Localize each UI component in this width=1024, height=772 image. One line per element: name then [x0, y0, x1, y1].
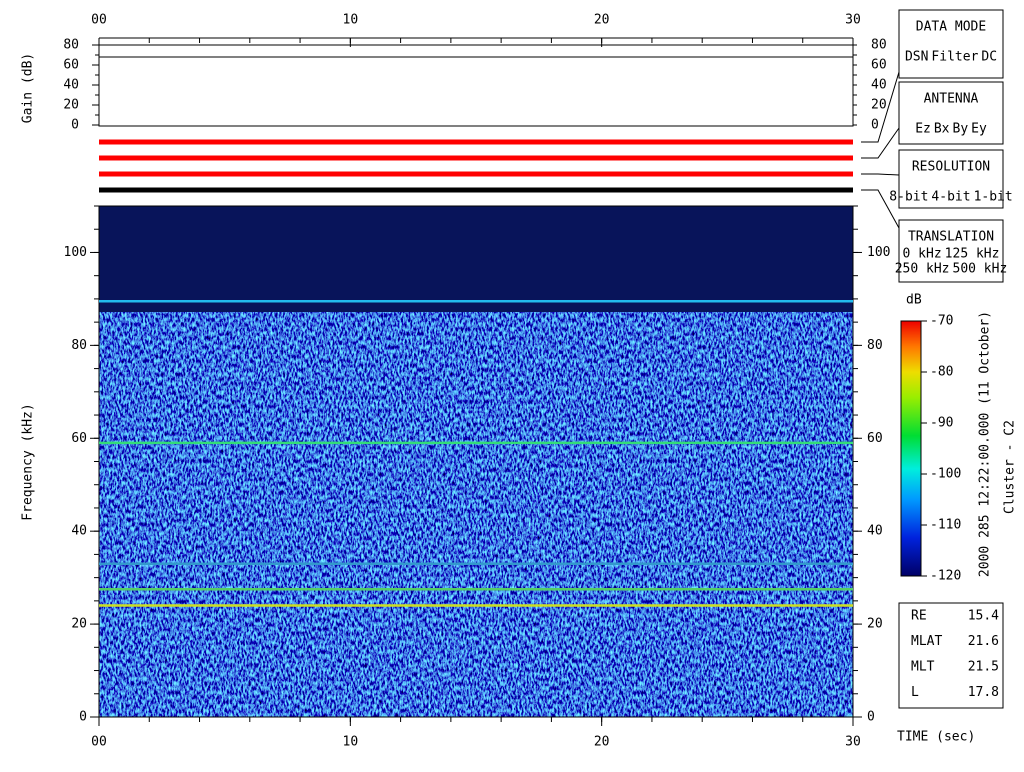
info-value: 21.5: [968, 660, 999, 675]
y-tick-label: 60: [867, 431, 883, 446]
y-tick-label: 20: [71, 617, 87, 632]
y-tick-label: 80: [867, 338, 883, 353]
legend-item: DSN: [905, 50, 928, 65]
legend-box: [898, 219, 1004, 283]
connector: [861, 189, 900, 229]
gain-tick-label: 60: [63, 58, 79, 73]
legend-row: 8-bit 4-bit 1-bit: [889, 190, 1012, 205]
gain-tick-label: 80: [871, 38, 887, 53]
legend-item: By: [953, 122, 969, 137]
legend-title: ANTENNA: [924, 92, 979, 107]
legend-item: 8-bit: [889, 190, 928, 205]
info-value: 21.6: [968, 634, 999, 649]
gain-tick-label: 40: [63, 78, 79, 93]
side-text: Cluster - C2: [1003, 420, 1018, 514]
legend-row: 0 kHz 125 kHz: [903, 247, 1000, 262]
gain-tick-label: 0: [71, 118, 79, 133]
y-tick-label: 0: [79, 710, 87, 725]
legend-item: 250 kHz: [895, 262, 950, 277]
legend-box: [898, 149, 1004, 209]
colorbar-tick-label: -80: [930, 365, 953, 380]
legend-row: Ez Bx By Ey: [915, 122, 987, 137]
legend-box: [898, 9, 1004, 79]
y-axis-label: Frequency (kHz): [21, 403, 36, 520]
connector: [861, 71, 900, 143]
y-tick-label: 0: [867, 710, 875, 725]
legend-row: 250 kHz 500 kHz: [895, 262, 1008, 277]
connector: [861, 127, 900, 159]
colorbar-tick-label: -120: [930, 569, 961, 584]
y-tick-label: 60: [71, 431, 87, 446]
legend-item: Bx: [934, 122, 950, 137]
x-tick-label: 10: [343, 735, 359, 750]
gain-tick-label: 40: [871, 78, 887, 93]
info-label: L: [911, 685, 919, 700]
info-label: MLT: [911, 660, 935, 675]
colorbar-tick-label: -70: [930, 314, 953, 329]
y-tick-label: 100: [867, 245, 890, 260]
gain-tick-label: 0: [871, 118, 879, 133]
x-tick-label: 10: [343, 13, 359, 28]
info-value: 17.8: [968, 685, 999, 700]
y-tick-label: 20: [867, 617, 883, 632]
legend-box: [898, 81, 1004, 145]
legend-row: DSN Filter DC: [905, 50, 997, 65]
x-tick-label: 30: [845, 13, 861, 28]
gain-axis-label: Gain (dB): [21, 53, 36, 123]
y-tick-label: 40: [867, 524, 883, 539]
y-tick-label: 40: [71, 524, 87, 539]
x-tick-label: 00: [91, 735, 107, 750]
legend-item: 500 kHz: [953, 262, 1008, 277]
legend-title: TRANSLATION: [908, 230, 994, 245]
x-axis-label: TIME (sec): [897, 730, 975, 745]
legend-title: RESOLUTION: [912, 160, 990, 175]
colorbar-label: dB: [906, 293, 922, 308]
legend-item: Filter: [931, 50, 978, 65]
colorbar-tick-label: -90: [930, 416, 953, 431]
x-tick-label: 30: [845, 735, 861, 750]
legend-item: 125 kHz: [945, 247, 1000, 262]
legend-item: 1-bit: [974, 190, 1013, 205]
y-tick-label: 80: [71, 338, 87, 353]
x-tick-label: 20: [594, 13, 610, 28]
y-tick-label: 100: [64, 245, 87, 260]
x-tick-label: 20: [594, 735, 610, 750]
gain-tick-label: 80: [63, 38, 79, 53]
info-label: MLAT: [911, 634, 942, 649]
info-value: 15.4: [968, 609, 999, 624]
info-box: [898, 602, 1004, 709]
connectors: [861, 71, 900, 229]
side-text: 2000 285 12:22:00.000 (11 October): [978, 311, 993, 577]
gain-tick-label: 60: [871, 58, 887, 73]
legend-item: Ez: [915, 122, 931, 137]
info-label: RE: [911, 609, 927, 624]
legend-item: 0 kHz: [903, 247, 942, 262]
legend-item: Ey: [971, 122, 987, 137]
colorbar-tick-label: -100: [930, 467, 961, 482]
colorbar: [900, 320, 922, 577]
connector: [861, 173, 900, 176]
x-tick-label: 00: [91, 13, 107, 28]
gain-tick-label: 20: [63, 98, 79, 113]
legend-title: DATA MODE: [916, 20, 986, 35]
legend-item: DC: [981, 50, 997, 65]
spectrogram-texture: [99, 312, 853, 717]
gain-tick-label: 20: [871, 98, 887, 113]
legend-item: 4-bit: [931, 190, 970, 205]
colorbar-tick-label: -110: [930, 518, 961, 533]
